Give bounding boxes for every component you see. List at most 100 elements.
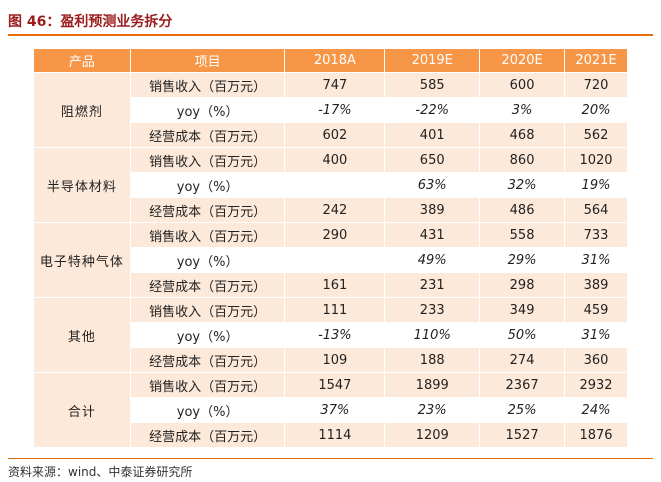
value-cell: 290 [284,222,386,248]
value-cell: 558 [479,222,566,248]
table-body: 阻燃剂 销售收入（百万元） 747 585 600 720 yoy（%） -17% -22% 3%… [33,72,628,448]
item-cell: 销售收入（百万元） [129,72,286,98]
value-cell: 3% [479,97,566,123]
value-cell: 109 [284,347,386,373]
value-cell: -17% [284,97,386,123]
value-cell: 23% [384,397,481,423]
table-row: 其他 销售收入（百万元） 111 233 349 459 [33,297,628,373]
value-cell: 389 [564,272,628,298]
value-cell: 29% [479,247,566,273]
value-cell [284,172,386,198]
value-cell: 2367 [479,372,566,398]
product-cell: 电子特种气体 [33,222,131,298]
value-cell: 19% [564,172,628,198]
table-row: 经营成本（百万元） 242 389 486 564 [34,197,628,223]
column-header: 产品 [33,48,131,73]
value-cell: 20% [564,97,628,123]
table-row: 阻燃剂 销售收入（百万元） 747 585 600 720 [33,72,628,148]
value-cell: 564 [564,197,628,223]
value-cell: 188 [384,347,481,373]
value-cell: 31% [564,322,628,348]
item-cell: 销售收入（百万元） [129,147,286,173]
item-cell: yoy（%） [129,247,286,273]
product-cell: 合计 [33,372,131,448]
value-cell: 233 [384,297,481,323]
table-row: yoy（%） -13% 110% 50% 31% [34,322,628,348]
table-row: 电子特种气体 销售收入（百万元） 290 431 558 733 [33,222,628,298]
value-cell: 1209 [384,422,481,448]
item-cell: yoy（%） [129,172,286,198]
value-cell: 459 [564,297,628,323]
value-cell: 400 [284,147,386,173]
value-cell: 1876 [564,422,628,448]
product-cell: 其他 [33,297,131,373]
table-row: 经营成本（百万元） 109 188 274 360 [34,347,628,373]
item-cell: yoy（%） [129,397,286,423]
table-row: yoy（%） 37% 23% 25% 24% [34,397,628,423]
value-cell: 747 [284,72,386,98]
item-cell: 销售收入（百万元） [129,297,286,323]
table-row: 半导体材料 销售收入（百万元） 400 650 860 1020 [33,147,628,223]
value-cell: 1114 [284,422,386,448]
value-cell: 63% [384,172,481,198]
value-cell: 31% [564,247,628,273]
item-cell: 经营成本（百万元） [129,122,286,148]
value-cell: 602 [284,122,386,148]
value-cell: 650 [384,147,481,173]
item-cell: 销售收入（百万元） [129,222,286,248]
value-cell: 389 [384,197,481,223]
column-header: 2019E [384,48,481,73]
table-row: yoy（%） 49% 29% 31% [34,247,628,273]
value-cell: 1899 [384,372,481,398]
value-cell: 486 [479,197,566,223]
column-header: 2020E [479,48,566,73]
figure-title: 图 46：盈利预测业务拆分 [8,10,653,36]
forecast-table: 产品 项目 2018A 2019E 2020E 2021E 阻燃剂 销售收入（百万元） 747… [33,48,628,448]
value-cell: 349 [479,297,566,323]
value-cell: 562 [564,122,628,148]
item-cell: 经营成本（百万元） [129,422,286,448]
table-row: yoy（%） 63% 32% 19% [34,172,628,198]
value-cell: 468 [479,122,566,148]
value-cell: 37% [284,397,386,423]
item-cell: 经营成本（百万元） [129,197,286,223]
product-cell: 半导体材料 [33,147,131,223]
value-cell: 431 [384,222,481,248]
value-cell: 50% [479,322,566,348]
item-cell: 经营成本（百万元） [129,347,286,373]
value-cell: 110% [384,322,481,348]
value-cell: 242 [284,197,386,223]
table-row: yoy（%） -17% -22% 3% 20% [34,97,628,123]
item-cell: yoy（%） [129,97,286,123]
value-cell: 1020 [564,147,628,173]
table-row: 经营成本（百万元） 1114 1209 1527 1876 [34,422,628,448]
value-cell: 360 [564,347,628,373]
value-cell: 274 [479,347,566,373]
value-cell: 585 [384,72,481,98]
value-cell: 600 [479,72,566,98]
table-row: 经营成本（百万元） 602 401 468 562 [34,122,628,148]
item-cell: 经营成本（百万元） [129,272,286,298]
value-cell: 24% [564,397,628,423]
value-cell: 231 [384,272,481,298]
value-cell: 298 [479,272,566,298]
value-cell: 161 [284,272,386,298]
value-cell: 25% [479,397,566,423]
product-cell: 阻燃剂 [33,72,131,148]
value-cell: 1547 [284,372,386,398]
source-note: 资料来源：wind、中泰证券研究所 [8,458,653,480]
item-cell: 销售收入（百万元） [129,372,286,398]
value-cell: 1527 [479,422,566,448]
value-cell: 720 [564,72,628,98]
value-cell: -13% [284,322,386,348]
column-header: 2021E [564,48,628,73]
value-cell: 401 [384,122,481,148]
value-cell: 32% [479,172,566,198]
column-header: 2018A [284,48,386,73]
item-cell: yoy（%） [129,322,286,348]
table-row: 经营成本（百万元） 161 231 298 389 [34,272,628,298]
value-cell: 860 [479,147,566,173]
value-cell [284,247,386,273]
table-row: 合计 销售收入（百万元） 1547 1899 2367 2932 [33,372,628,448]
